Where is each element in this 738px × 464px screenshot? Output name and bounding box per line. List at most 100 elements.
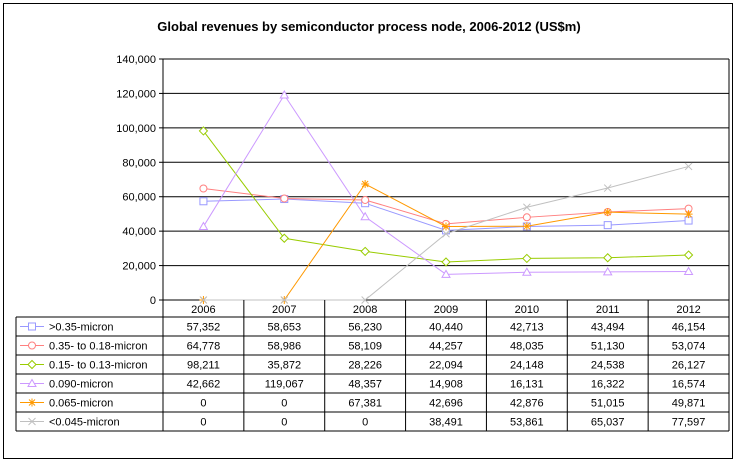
table-cell: 44,257 [429, 341, 463, 353]
table-row-0: >0.35-micron 57,352 58,653 56,230 40,440 42,7… [20, 322, 705, 334]
data-point [361, 195, 370, 204]
table-cell: 28,226 [348, 360, 382, 372]
data-point [280, 194, 289, 203]
legend-label: 0.15- to 0.13-micron [49, 360, 147, 372]
data-point [522, 222, 531, 231]
data-point [523, 203, 531, 212]
data-point [684, 210, 693, 219]
legend-label: 0.090-micron [49, 379, 113, 391]
data-point [441, 269, 451, 278]
table-cell: 14,908 [429, 379, 463, 391]
y-tick-label: 20,000 [122, 261, 156, 273]
table-row-2: 0.15- to 0.13-micron 98,211 35,872 28,226 22… [20, 360, 705, 372]
series-line [203, 94, 689, 275]
table-cell: 51,130 [591, 341, 625, 353]
table-row-3: 0.090-micron 42,662 119,067 48,357 14,908 16,… [20, 378, 706, 391]
data-point [360, 211, 371, 221]
series-line [203, 187, 689, 225]
y-tick-label: 0 [150, 295, 156, 307]
data-point [441, 257, 451, 267]
table-cell: 48,357 [348, 379, 382, 391]
data-point [280, 296, 289, 304]
x-tick-label: 2010 [515, 304, 539, 316]
data-point [199, 197, 208, 206]
table-cell: 16,574 [672, 379, 706, 391]
y-tick-label: 100,000 [116, 123, 156, 135]
legend-marker [27, 378, 37, 387]
data-point [442, 229, 450, 238]
table-cell: 16,131 [510, 379, 544, 391]
data-point [442, 222, 450, 231]
table-row-1: 0.35- to 0.18-micron 64,778 58,986 58,109 44… [20, 341, 705, 353]
table-cell: 48,035 [510, 341, 544, 353]
table-cell: 40,440 [429, 322, 463, 334]
data-point [522, 253, 532, 264]
table-cell: 53,861 [510, 417, 544, 429]
data-point [603, 253, 613, 263]
series-5 [199, 162, 693, 304]
data-point [360, 246, 370, 257]
table-cell: 42,662 [187, 379, 221, 391]
table-cell: 67,381 [348, 398, 382, 410]
series-line [203, 183, 689, 301]
table-cell: 38,491 [429, 417, 463, 429]
table-cell: 26,127 [672, 360, 706, 372]
table-cell: 0 [281, 398, 287, 410]
table-cell: 58,653 [267, 322, 301, 334]
table-cell: 64,778 [187, 341, 221, 353]
table-cell: 42,713 [510, 322, 544, 334]
table-cell: 56,230 [348, 322, 382, 334]
x-tick-label: 2007 [272, 304, 296, 316]
legend-label: 0.35- to 0.18-micron [49, 341, 147, 353]
y-tick-label: 120,000 [116, 88, 156, 100]
table-cell: 24,538 [591, 360, 625, 372]
chart-title: Global revenues by semiconductor process… [157, 19, 580, 34]
y-tick-label: 80,000 [122, 157, 156, 169]
table-cell: 65,037 [591, 417, 625, 429]
chart-svg: Global revenues by semiconductor process… [15, 19, 730, 432]
legend-label: <0.045-micron [49, 417, 120, 429]
data-point [198, 126, 209, 136]
x-tick-label: 2008 [353, 304, 377, 316]
table-cell: 42,696 [429, 398, 463, 410]
legend-label: >0.35-micron [49, 322, 114, 334]
table-cell: 22,094 [429, 360, 463, 372]
legend-marker [28, 341, 36, 350]
grid-layer: 0 20,000 40,000 60,000 80,000 100,000 120,000 1… [116, 54, 730, 307]
chart-frame: Global revenues by semiconductor process… [3, 3, 733, 459]
legend-label: 0.065-micron [49, 398, 113, 410]
x-tick-label: 2012 [676, 304, 700, 316]
table-cell: 119,067 [265, 379, 304, 391]
legend-marker [28, 398, 36, 407]
table-cell: 43,494 [591, 322, 625, 334]
data-point [279, 233, 289, 243]
table-cell: 58,109 [348, 341, 382, 353]
table-cell: 16,322 [591, 379, 625, 391]
table-cell: 57,352 [187, 322, 221, 334]
legend-marker [28, 322, 36, 331]
x-tick-label: 2009 [434, 304, 458, 316]
table-cell: 77,597 [672, 417, 706, 429]
table-cell: 49,871 [672, 398, 706, 410]
legend-marker [27, 359, 37, 370]
series-3 [198, 90, 694, 278]
data-point [602, 266, 613, 276]
data-point [279, 90, 290, 99]
table-cell: 98,211 [187, 360, 220, 372]
data-point [198, 221, 209, 231]
x-tick-label: 2011 [596, 304, 620, 316]
data-point [683, 266, 694, 275]
x-tick-label: 2006 [191, 304, 215, 316]
data-point [603, 184, 612, 192]
data-point [603, 221, 612, 230]
data-point [199, 296, 208, 304]
series-layer [198, 90, 694, 304]
data-table: 2006 2007 2008 2009 2010 2011 2012 >0.35-micron… [15, 300, 730, 432]
y-tick-label: 140,000 [116, 54, 156, 66]
table-row-5: <0.045-micron 0 0 0 38,491 53,861 65,037 77,597 [20, 417, 705, 429]
data-point [361, 180, 370, 189]
table-cell: 0 [200, 417, 206, 429]
legend-marker [28, 417, 36, 426]
series-2 [198, 126, 694, 267]
y-tick-label: 60,000 [122, 192, 156, 204]
